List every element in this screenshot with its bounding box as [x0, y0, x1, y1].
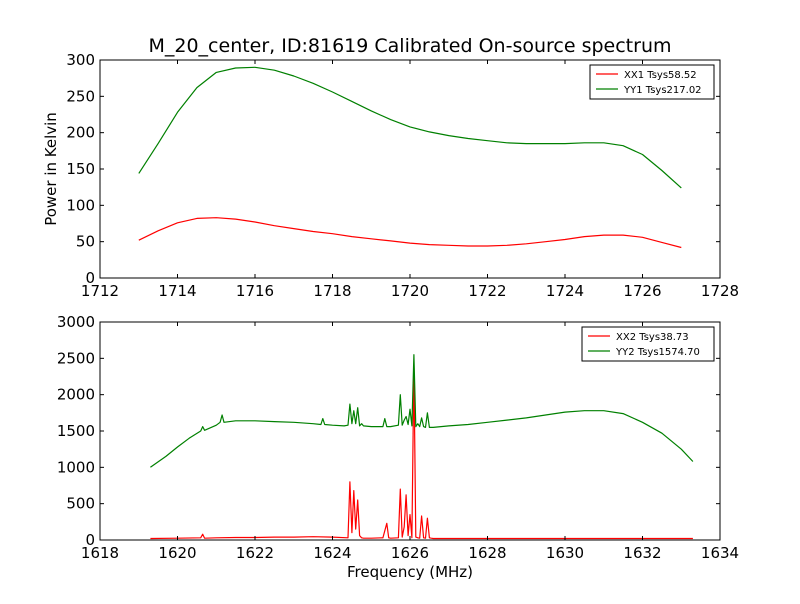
top-x-tick-label: 1720 [391, 282, 429, 300]
figure-title: M_20_center, ID:81619 Calibrated On-sour… [148, 35, 671, 57]
top-y-axis-title: Power in Kelvin [42, 112, 60, 226]
top-x-tick-label: 1724 [546, 282, 584, 300]
bottom-y-tick-label: 1500 [57, 422, 95, 440]
top-legend: XX1 Tsys58.52 YY1 Tsys217.02 [589, 64, 715, 100]
top-y-tick-label: 300 [66, 51, 95, 69]
bottom-legend-box [581, 326, 715, 362]
bottom-subplot-series [150, 354, 694, 540]
top-y-tick-label: 250 [66, 87, 95, 105]
bottom-x-tick-label: 1632 [623, 544, 661, 562]
bottom-x-tick-label: 1624 [313, 544, 351, 562]
bottom-y-tick-label: 500 [66, 495, 95, 513]
top-series-line-xx [138, 217, 682, 249]
top-series-line-yy [138, 66, 682, 189]
bottom-series-line-yy [150, 354, 694, 468]
bottom-x-tick-label: 1626 [391, 544, 429, 562]
bottom-subplot-ticks: 1618 1620 1622 1624 1626 1628 1630 1632 1634 0 500… [57, 313, 739, 562]
bottom-y-tick-label: 2500 [57, 349, 95, 367]
top-y-tick-label: 50 [76, 233, 95, 251]
top-y-tick-label: 0 [85, 269, 95, 287]
bottom-x-axis-title: Frequency (MHz) [347, 563, 473, 581]
top-x-tick-label: 1726 [623, 282, 661, 300]
bottom-series-line-xx [150, 365, 693, 540]
top-legend-box [589, 64, 715, 100]
bottom-x-tick-label: 1630 [546, 544, 584, 562]
top-y-tick-label: 150 [66, 160, 95, 178]
top-legend-label-yy: YY1 Tsys217.02 [623, 85, 702, 96]
top-legend-label-xx: XX1 Tsys58.52 [624, 70, 697, 81]
bottom-y-tick-label: 3000 [57, 313, 95, 331]
top-subplot-ticks: 1712 1714 1716 1718 1720 1722 1724 1726 1728 0 50 1… [66, 51, 739, 300]
top-x-tick-label: 1722 [468, 282, 506, 300]
top-y-tick-label: 100 [66, 196, 95, 214]
bottom-y-tick-label: 1000 [57, 458, 95, 476]
bottom-x-tick-label: 1628 [468, 544, 506, 562]
bottom-legend: XX2 Tsys38.73 YY2 Tsys1574.70 [581, 326, 715, 362]
bottom-subplot: 1618 1620 1622 1624 1626 1628 1630 1632 1634 0 500… [57, 313, 739, 581]
top-x-tick-label: 1728 [701, 282, 739, 300]
bottom-y-tick-label: 0 [85, 531, 95, 549]
top-subplot: 1712 1714 1716 1718 1720 1722 1724 1726 1728 0 50 1… [42, 51, 739, 300]
top-x-tick-label: 1712 [81, 282, 119, 300]
bottom-x-tick-label: 1634 [701, 544, 739, 562]
bottom-legend-label-xx: XX2 Tsys38.73 [616, 332, 689, 343]
top-x-tick-label: 1714 [158, 282, 196, 300]
top-x-tick-label: 1716 [236, 282, 274, 300]
bottom-x-tick-label: 1620 [158, 544, 196, 562]
bottom-x-tick-label: 1622 [236, 544, 274, 562]
bottom-y-tick-label: 2000 [57, 386, 95, 404]
top-subplot-series [138, 66, 682, 249]
top-y-tick-label: 200 [66, 124, 95, 142]
bottom-x-tick-label: 1618 [81, 544, 119, 562]
bottom-legend-label-yy: YY2 Tsys1574.70 [615, 347, 700, 358]
top-x-tick-label: 1718 [313, 282, 351, 300]
